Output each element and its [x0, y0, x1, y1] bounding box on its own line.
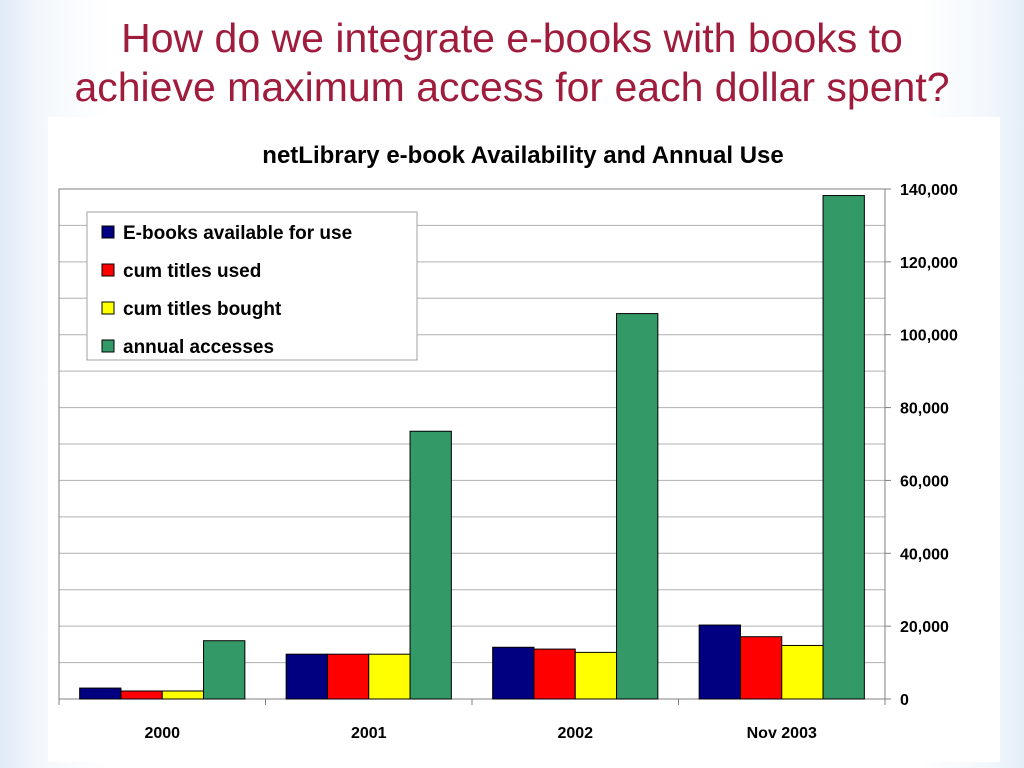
legend-swatch	[101, 263, 115, 277]
bar	[781, 644, 824, 700]
bar	[533, 648, 576, 700]
x-tick-label: 2001	[351, 725, 387, 742]
x-tick-label: 2002	[557, 725, 593, 742]
y-tick-label: 100,000	[900, 328, 958, 345]
legend-swatch	[101, 225, 115, 239]
chart-legend: E-books available for use cum titles used…	[86, 211, 418, 361]
bar	[161, 690, 205, 700]
legend-swatch	[101, 301, 115, 315]
legend-label: annual accesses	[123, 337, 274, 358]
bar	[203, 640, 246, 700]
bar	[368, 653, 411, 700]
bar	[120, 690, 163, 700]
bar	[326, 653, 370, 700]
legend-label: cum titles bought	[123, 299, 282, 320]
bar	[739, 636, 783, 700]
slide-title-line-1: How do we integrate e-books with books t…	[121, 15, 903, 61]
bar	[822, 195, 865, 700]
chart-bars	[79, 195, 865, 700]
y-tick-label: 0	[900, 692, 909, 709]
legend-box	[86, 211, 418, 361]
x-tick-label: 2000	[144, 725, 180, 742]
slide-title: How do we integrate e-books with books t…	[0, 14, 1024, 112]
bar	[492, 646, 535, 700]
chart-title: netLibrary e-book Availability and Annua…	[262, 142, 783, 169]
y-tick-label: 60,000	[900, 473, 949, 490]
x-tick-label: Nov 2003	[747, 725, 817, 742]
y-tick-label: 40,000	[900, 546, 949, 563]
y-tick-label: 120,000	[900, 255, 958, 272]
chart-gridlines	[59, 224, 885, 664]
slide-title-line-2: achieve maximum access for each dollar s…	[74, 64, 950, 110]
bar	[698, 624, 741, 700]
legend-label: E-books available for use	[123, 223, 352, 244]
y-tick-label: 80,000	[900, 401, 949, 418]
bar	[285, 653, 328, 700]
legend-swatch	[101, 339, 115, 353]
y-tick-label: 20,000	[900, 619, 949, 636]
y-tick-label: 140,000	[900, 182, 958, 199]
legend-label: cum titles used	[123, 261, 261, 282]
bar	[409, 430, 452, 700]
chart-axes: 0 20,000 40,000 60,000 80,000 100,000 120,000 1…	[58, 182, 958, 742]
bar	[574, 651, 618, 700]
bar	[79, 687, 122, 700]
bar	[616, 313, 659, 700]
